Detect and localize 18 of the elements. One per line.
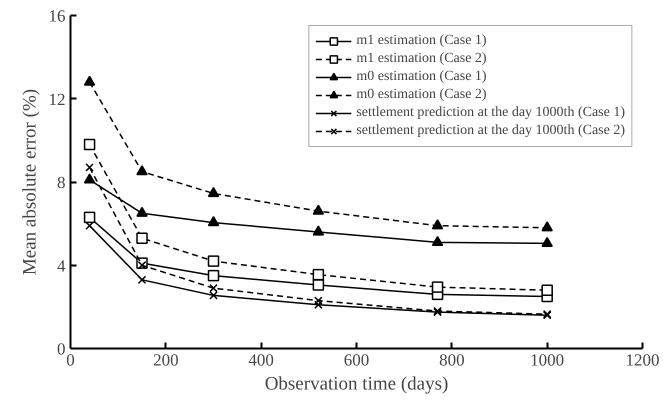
legend-label: m0 estimation (Case 1) xyxy=(356,68,487,86)
y-tick-label: 4 xyxy=(57,256,66,276)
y-tick-label: 8 xyxy=(57,173,66,192)
x-tick-label: 400 xyxy=(248,350,274,370)
x-tick-label: 1200 xyxy=(626,350,660,370)
legend-label: m0 estimation (Case 2) xyxy=(356,86,487,104)
y-tick-label: 12 xyxy=(48,90,66,109)
legend-label: settlement prediction at the day 1000th (Case 2) xyxy=(356,122,625,140)
x-tick-label: 800 xyxy=(439,350,465,370)
x-tick-label: 600 xyxy=(344,350,370,370)
legend-label: m1 estimation (Case 1) xyxy=(356,32,487,50)
y-tick-label: 16 xyxy=(48,6,66,26)
x-tick-label: 1000 xyxy=(530,350,564,370)
legend-label: settlement prediction at the day 1000th (Case 1) xyxy=(356,104,625,122)
legend-label: m1 estimation (Case 2) xyxy=(356,50,487,68)
y-axis-title: Mean absolute error (%) xyxy=(20,88,40,276)
x-tick-label: 200 xyxy=(153,350,179,370)
x-axis-title: Observation time (days) xyxy=(264,374,448,394)
